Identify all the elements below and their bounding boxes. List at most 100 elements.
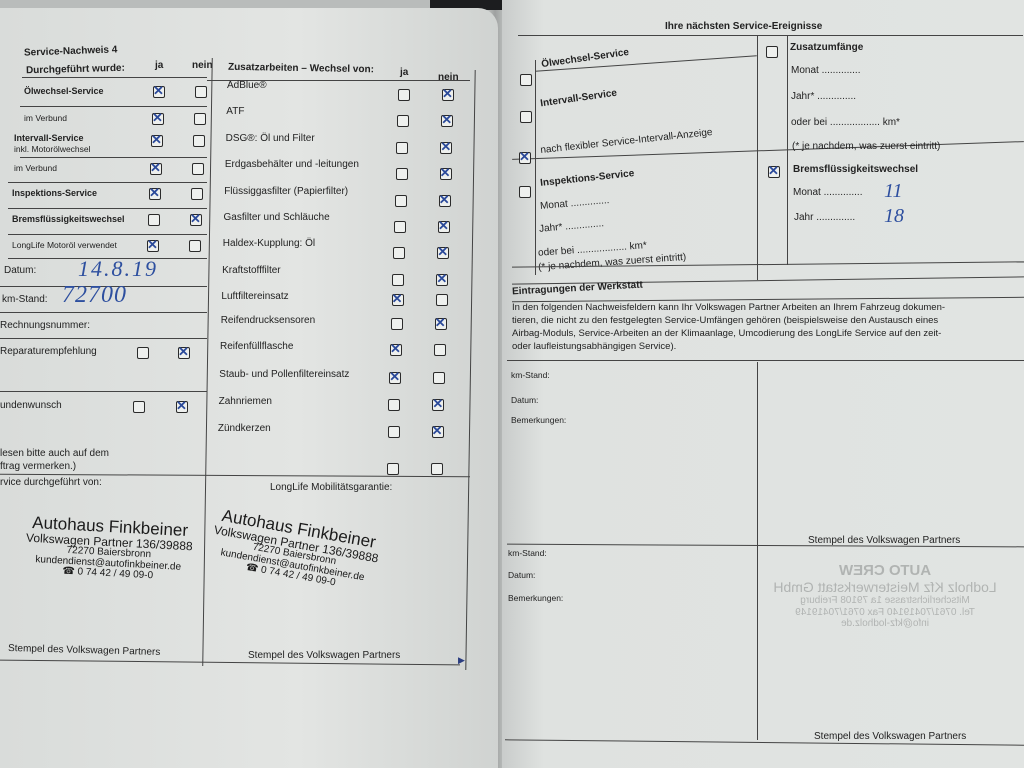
brake-fluid-checkbox[interactable] (768, 163, 780, 179)
extra-work-label: Zündkerzen (217, 423, 271, 434)
extra-work-ja-checkbox[interactable] (386, 463, 399, 475)
right-page (502, 0, 1024, 768)
extra-work-ja-checkbox[interactable] (390, 318, 403, 330)
extra-work-ja-checkbox[interactable] (395, 168, 408, 180)
entry1-stamp-caption: Stempel des Volkswagen Partners (808, 535, 961, 546)
inspection-service-checkbox[interactable] (519, 186, 531, 198)
kundenwunsch-ja-checkbox[interactable] (133, 401, 145, 413)
extra-work-nein-checkbox[interactable] (434, 344, 446, 356)
performed-label: Inspektions-Service (12, 188, 98, 198)
entry1-bemerkungen-label: Bemerkungen: (511, 415, 567, 425)
performed-ja-checkbox[interactable] (147, 237, 159, 253)
brake-monat-value: 11 (884, 180, 903, 202)
extra-work-ja-checkbox[interactable] (396, 142, 409, 154)
divider (507, 360, 1024, 361)
oil-service-checkbox[interactable] (520, 74, 532, 86)
extras-checkbox[interactable] (766, 46, 778, 58)
performed-label: Bremsflüssigkeitswechsel (12, 214, 125, 224)
performed-nein-checkbox[interactable] (192, 163, 204, 175)
performed-ja-checkbox[interactable] (153, 83, 165, 99)
entry2-km-label: km-Stand: (508, 548, 547, 558)
left-page (0, 8, 498, 768)
extra-work-ja-checkbox[interactable] (391, 291, 404, 307)
divider (518, 35, 1023, 36)
ghost-stamp-phone: Tel. 0761/70419140 Fax 0761/70419149 (795, 606, 975, 618)
extra-work-label: Erdgasbehälter und -leitungen (224, 159, 359, 170)
extra-work-nein-checkbox[interactable] (430, 463, 443, 475)
extras-km: oder bei .................. km* (791, 117, 900, 128)
entry2-bemerkungen-label: Bemerkungen: (508, 593, 564, 603)
extra-work-nein-checkbox[interactable] (442, 86, 454, 102)
km-value: 72700 (62, 282, 127, 308)
extra-work-label: Zahnriemen (218, 396, 272, 407)
extra-work-nein-checkbox[interactable] (435, 294, 448, 306)
performed-ja-checkbox[interactable] (149, 185, 161, 201)
divider (757, 35, 758, 280)
next-page-arrow-icon[interactable]: ▶ (458, 655, 465, 665)
extra-work-label: Staub- und Pollenfiltereinsatz (219, 369, 350, 380)
description-line: oder laufleistungsabhängigen Service). (512, 341, 677, 352)
ghost-stamp-name: Lodholz Kfz Meisterwerkstatt GmbH (773, 579, 997, 596)
divider (8, 182, 207, 183)
extra-work-ja-checkbox[interactable] (394, 195, 407, 207)
performed-nein-checkbox[interactable] (194, 113, 206, 125)
divider (0, 286, 207, 287)
entry2-stamp-caption: Stempel des Volkswagen Partners (814, 731, 967, 742)
dealer-stamp-1: Autohaus Finkbeiner Volkswagen Partner 1… (13, 513, 206, 585)
rechnung-label: Rechnungsnummer: (0, 320, 91, 331)
extras-note: (* je nachdem, was zuerst eintritt) (792, 141, 941, 152)
entry1-datum-label: Datum: (511, 395, 539, 405)
extra-work-nein-checkbox[interactable] (439, 165, 452, 181)
stamp-caption-2: Stempel des Volkswagen Partners (248, 650, 401, 661)
reparatur-nein-checkbox[interactable] (178, 344, 190, 360)
extra-work-ja-checkbox[interactable] (390, 341, 402, 357)
extra-work-ja-checkbox[interactable] (388, 399, 401, 411)
extra-work-nein-checkbox[interactable] (434, 315, 447, 331)
extra-work-label: Flüssiggasfilter (Papierfilter) (224, 186, 349, 197)
extra-work-nein-checkbox[interactable] (436, 271, 449, 287)
extras-label: Zusatzumfänge (790, 42, 864, 53)
performed-nein-checkbox[interactable] (191, 188, 203, 200)
extra-work-ja-checkbox[interactable] (397, 115, 410, 127)
extra-work-nein-checkbox[interactable] (437, 244, 450, 260)
extra-work-nein-checkbox[interactable] (433, 372, 446, 384)
kundenwunsch-nein-checkbox[interactable] (176, 398, 188, 414)
performed-ja-checkbox[interactable] (152, 110, 164, 126)
datum-value: 14.8.19 (78, 256, 158, 281)
extra-work-ja-checkbox[interactable] (398, 89, 410, 101)
brake-monat-label: Monat .............. (793, 187, 863, 198)
interval-service-checkbox[interactable] (520, 111, 532, 123)
extra-work-ja-checkbox[interactable] (394, 221, 406, 233)
reparatur-label: Reparaturempfehlung (0, 346, 97, 357)
extra-work-label: Kraftstofffilter (222, 265, 281, 276)
extra-work-nein-checkbox[interactable] (438, 218, 450, 234)
extra-work-label: Gasfilter und Schläuche (223, 212, 330, 223)
extra-work-ja-checkbox[interactable] (387, 426, 400, 438)
extra-work-label: AdBlue® (227, 80, 267, 91)
divider (757, 362, 758, 740)
performed-ja-checkbox[interactable] (150, 160, 162, 176)
extra-work-nein-checkbox[interactable] (431, 423, 444, 439)
extra-work-nein-checkbox[interactable] (438, 192, 451, 208)
divider (207, 80, 470, 81)
extra-work-nein-checkbox[interactable] (440, 139, 453, 155)
performed-nein-checkbox[interactable] (189, 240, 201, 252)
performed-nein-checkbox[interactable] (190, 211, 202, 227)
performed-ja-checkbox[interactable] (151, 132, 163, 148)
extra-work-nein-checkbox[interactable] (432, 396, 445, 412)
mobility-label: LongLife Mobilitätsgarantie: (270, 482, 393, 493)
performed-nein-checkbox[interactable] (193, 135, 205, 147)
performed-ja-checkbox[interactable] (148, 214, 160, 226)
extra-work-label: Reifenfüllflasche (220, 341, 294, 352)
extra-work-ja-checkbox[interactable] (393, 247, 406, 259)
performed-label: LongLife Motoröl verwendet (12, 240, 117, 250)
extra-work-ja-checkbox[interactable] (392, 274, 405, 286)
background-edge (430, 0, 550, 10)
flexible-interval-checkbox[interactable] (519, 149, 531, 165)
extra-work-ja-checkbox[interactable] (389, 369, 402, 385)
reparatur-ja-checkbox[interactable] (137, 347, 149, 359)
performed-label: Intervall-Service (14, 133, 84, 143)
extra-work-nein-checkbox[interactable] (441, 112, 454, 128)
performed-nein-checkbox[interactable] (195, 86, 207, 98)
ghost-stamp-logo: AUTO CREW (838, 562, 932, 579)
